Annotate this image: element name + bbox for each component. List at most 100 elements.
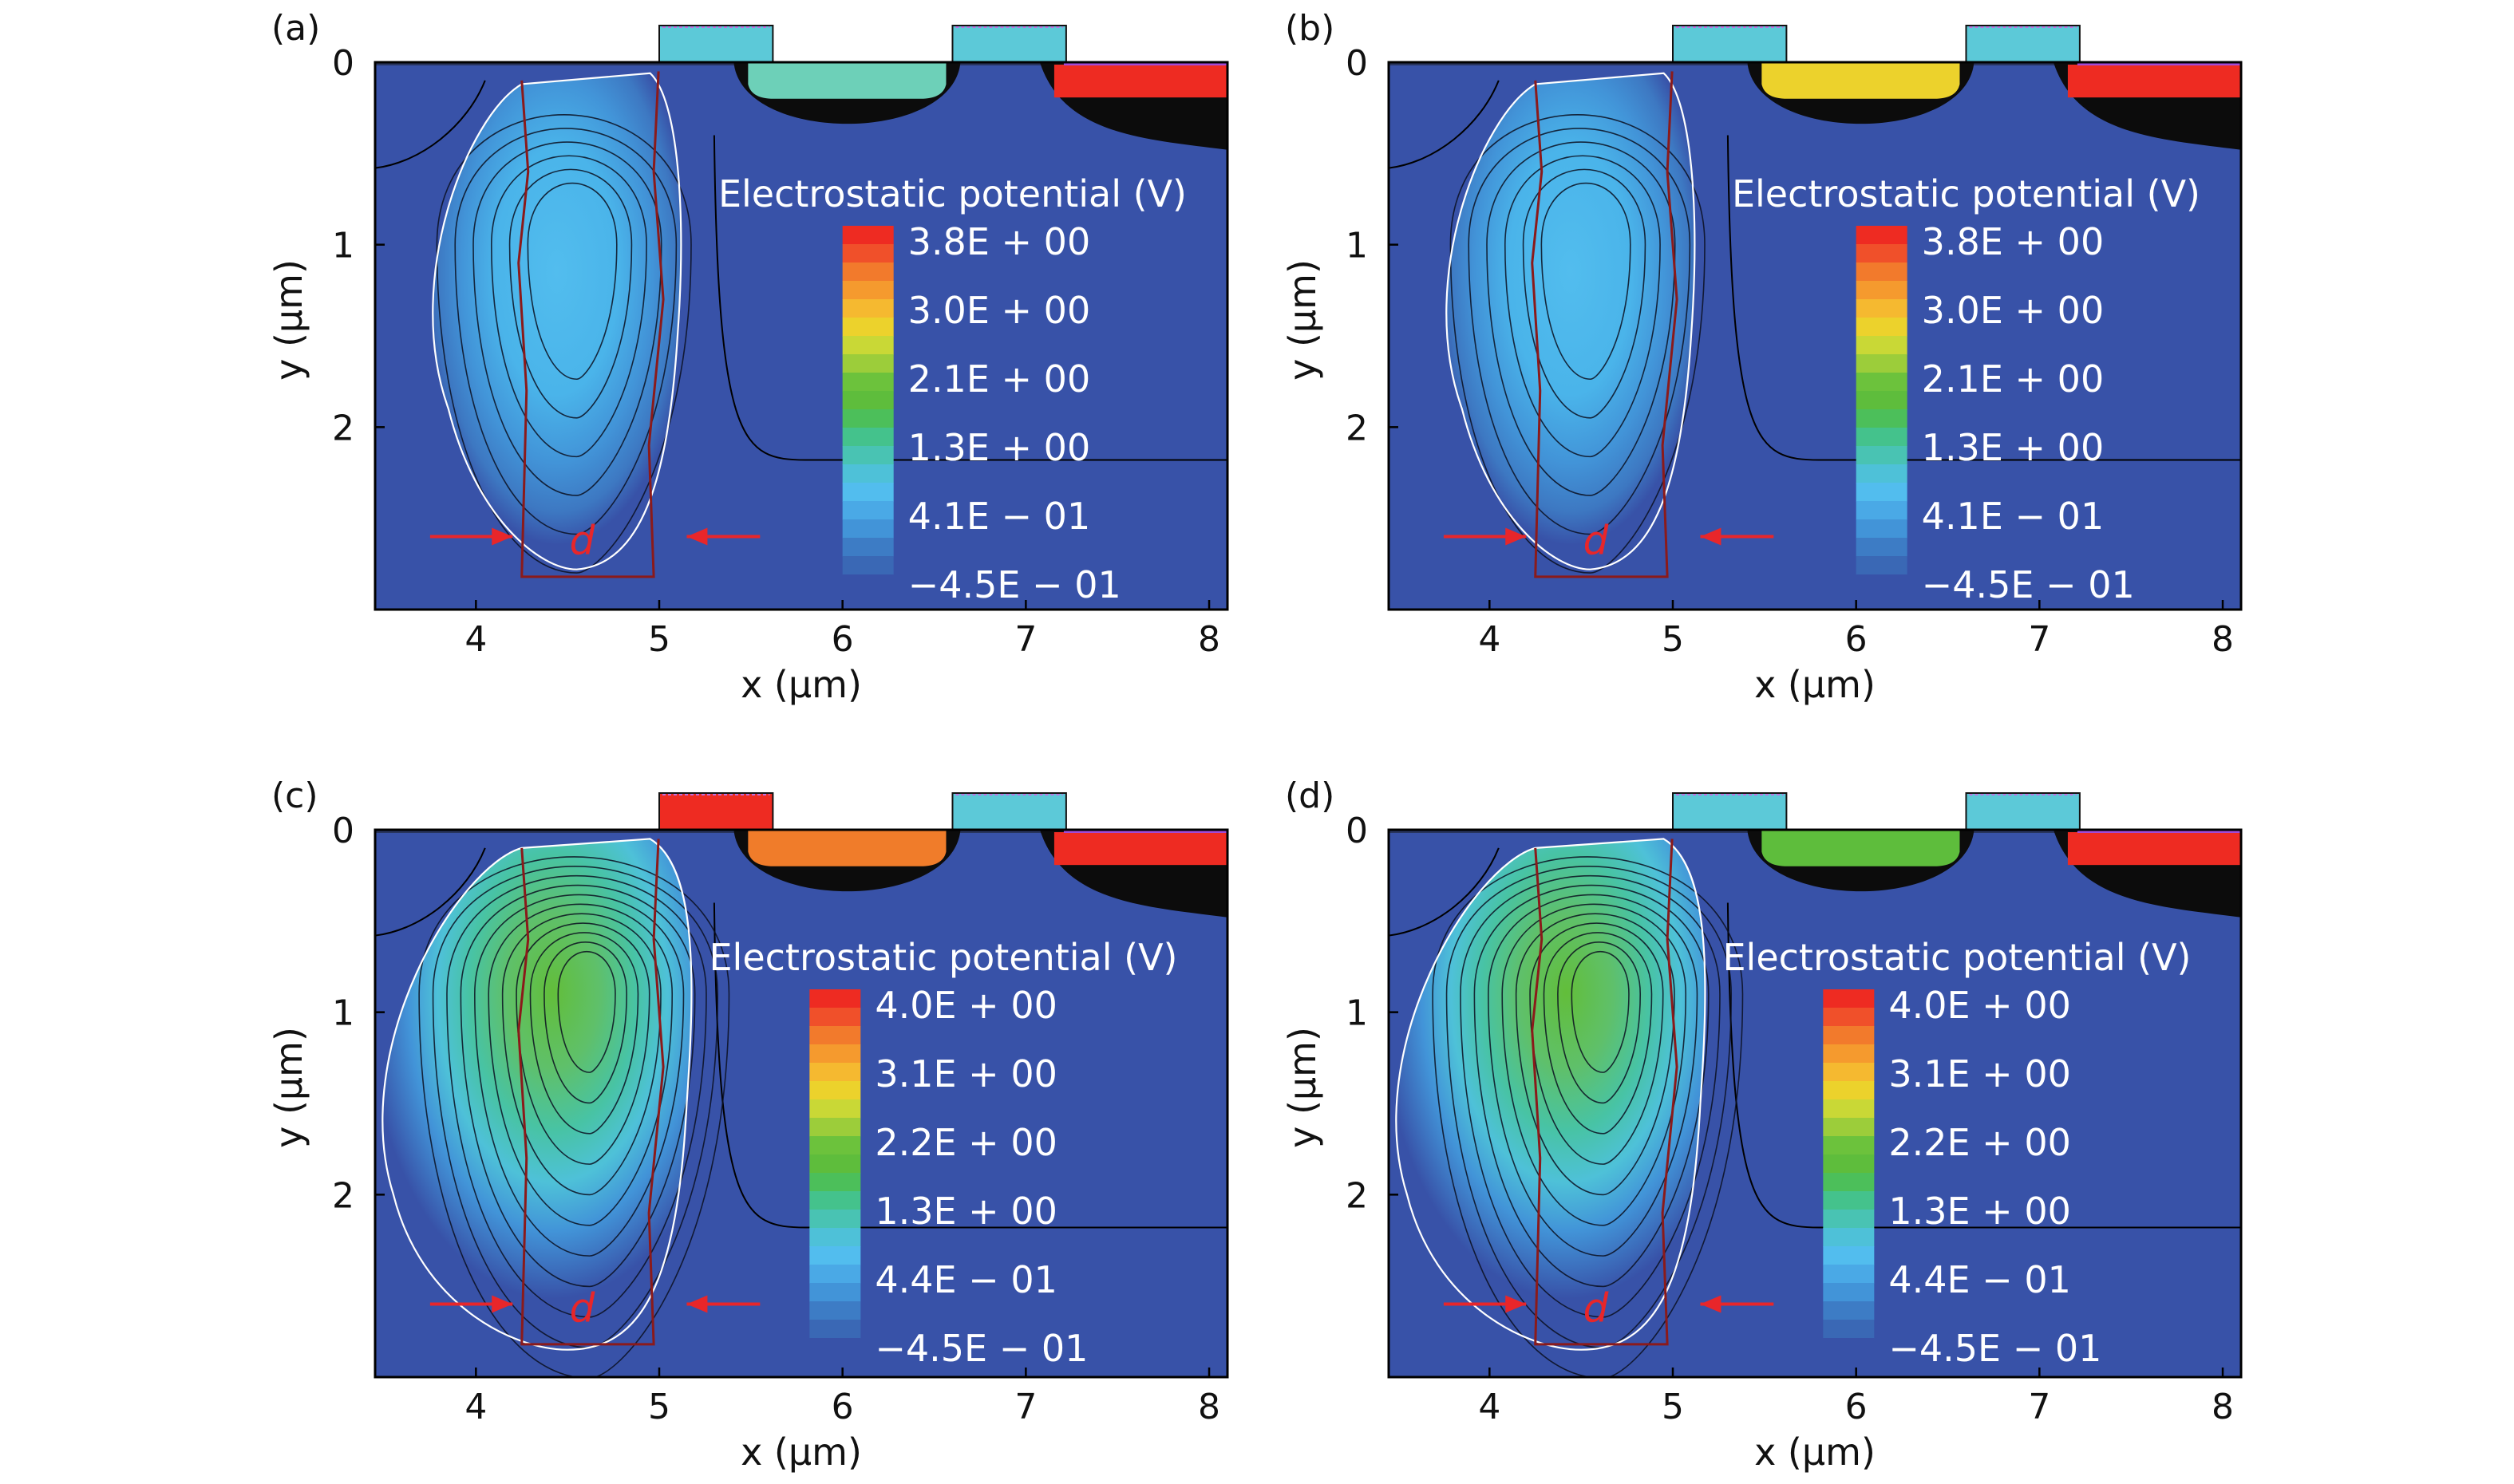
top-pocket <box>748 830 947 866</box>
chart-overlay: 4 5 6 7 8 0 1 2 x (μm) y (μm) (b) d Electrostatic po… <box>1281 8 2243 706</box>
contour-line <box>1445 866 1733 1348</box>
plot-area <box>375 830 1227 1377</box>
chart-panel <box>375 62 1227 610</box>
width-annotation: d <box>570 518 595 564</box>
contour-line <box>508 168 633 419</box>
plot-frame <box>1387 828 2243 1379</box>
pocket-edge <box>2077 63 2241 65</box>
width-arrowhead <box>492 1295 513 1313</box>
x-tick-label: 7 <box>1014 1387 1037 1427</box>
y-tick-label: 2 <box>1346 1175 1368 1216</box>
contour-line <box>1460 875 1721 1318</box>
outer-contour <box>1445 72 1696 570</box>
contour-line <box>460 884 696 1288</box>
x-tick-label: 4 <box>464 619 487 660</box>
colorbar-label: −4.5E − 01 <box>1888 1327 2101 1370</box>
colorbar-swatch <box>1823 1228 1875 1247</box>
contour-line <box>490 155 647 458</box>
colorbar-swatch <box>1823 1136 1875 1155</box>
outer-contour <box>432 72 682 570</box>
x-axis-label: x (μm) <box>741 663 862 706</box>
colorbar-swatch <box>1823 1191 1875 1210</box>
colorbar-swatch <box>1823 1338 1875 1357</box>
contour-line <box>1501 903 1687 1226</box>
x-tick-label: 8 <box>1198 1387 1220 1427</box>
colorbar-swatch <box>1856 428 1907 447</box>
x-axis-label: x (μm) <box>1754 663 1876 706</box>
colorbar-swatch <box>1856 483 1907 502</box>
chart-panel <box>375 830 1227 1377</box>
top-pocket <box>1761 830 1960 866</box>
colorbar-swatch <box>842 281 894 300</box>
width-arrowhead <box>1505 1295 1527 1313</box>
width-arrowhead <box>1700 527 1721 546</box>
colorbar-swatch <box>1823 1026 1875 1045</box>
contour-line <box>1486 141 1676 496</box>
colorbar-swatch <box>842 428 894 447</box>
contour-line <box>1504 155 1661 458</box>
colorbar-swatch <box>842 318 894 337</box>
colorbar-swatch <box>842 446 894 465</box>
x-tick-label: 4 <box>464 1387 487 1427</box>
colorbar-label: 3.1E + 00 <box>875 1052 1057 1095</box>
colorbar-swatch <box>1823 1044 1875 1064</box>
width-annotation: d <box>1583 518 1609 564</box>
colorbar-label: 3.1E + 00 <box>1888 1052 2071 1095</box>
y-axis-label: y (μm) <box>1281 1027 1324 1148</box>
colorbar-swatch <box>1823 1210 1875 1229</box>
colorbar-swatch <box>809 1063 861 1082</box>
pocket-edge <box>1063 63 1227 65</box>
plot-frame <box>1387 61 2243 611</box>
chart-panel <box>1389 830 2241 1377</box>
colorbar-swatch <box>1823 1081 1875 1100</box>
top-pocket <box>1761 62 1960 99</box>
y-tick-label: 1 <box>332 993 354 1034</box>
top-pocket <box>1053 832 1227 866</box>
top-pocket <box>1053 65 1227 98</box>
chart-panel <box>1389 62 2241 610</box>
y-axis-label: y (μm) <box>267 259 310 381</box>
contour-line <box>1468 128 1691 535</box>
y-tick-label: 1 <box>332 226 354 266</box>
colorbar-swatch <box>842 299 894 318</box>
width-arrowhead <box>492 527 513 546</box>
colorbar-swatch <box>1823 1283 1875 1302</box>
colorbar-label: −4.5E − 01 <box>908 563 1121 606</box>
contour-line <box>432 866 719 1348</box>
trench-outline <box>517 71 665 578</box>
colorbar-swatch <box>809 1210 861 1229</box>
contour-line <box>454 128 678 535</box>
contour-line <box>418 856 730 1377</box>
plot-frame <box>374 61 1229 611</box>
contour-line <box>472 141 662 496</box>
colorbar-swatch <box>1856 574 1907 594</box>
colorbar-swatch <box>1856 464 1907 483</box>
plot-area <box>1389 62 2241 578</box>
plot-area <box>1389 830 2241 1377</box>
x-tick-label: 4 <box>1478 1387 1500 1427</box>
colorbar-label: 2.1E + 00 <box>1922 357 2105 401</box>
trench-outline <box>1531 71 1678 578</box>
colorbar-label: 3.8E + 00 <box>1922 220 2105 263</box>
depletion-well <box>1396 839 1706 1350</box>
colorbar-swatch <box>809 1301 861 1320</box>
x-tick-label: 7 <box>1014 619 1037 660</box>
colorbar-label: −4.5E − 01 <box>1922 563 2135 606</box>
chart-overlay: 4 5 6 7 8 0 1 2 x (μm) y (μm) (a) d Electrostatic po… <box>267 8 1229 706</box>
y-tick-label: 2 <box>332 1175 354 1216</box>
colorbar-swatch <box>842 464 894 483</box>
x-tick-label: 6 <box>832 619 854 660</box>
gate-electrode <box>951 792 1067 831</box>
depletion-curve-left <box>375 847 486 937</box>
colorbar-swatch <box>809 1044 861 1064</box>
contour-line <box>516 922 650 1165</box>
contour-line <box>1432 856 1744 1377</box>
colorbar-swatch <box>1856 519 1907 539</box>
x-tick-label: 5 <box>648 1387 670 1427</box>
depletion-well <box>382 839 692 1350</box>
contour-line <box>1449 114 1706 574</box>
legend-title: Electrostatic potential (V) <box>1732 172 2200 215</box>
colorbar-swatch <box>1856 244 1907 263</box>
colorbar-swatch <box>842 391 894 410</box>
colorbar-swatch <box>809 1026 861 1045</box>
